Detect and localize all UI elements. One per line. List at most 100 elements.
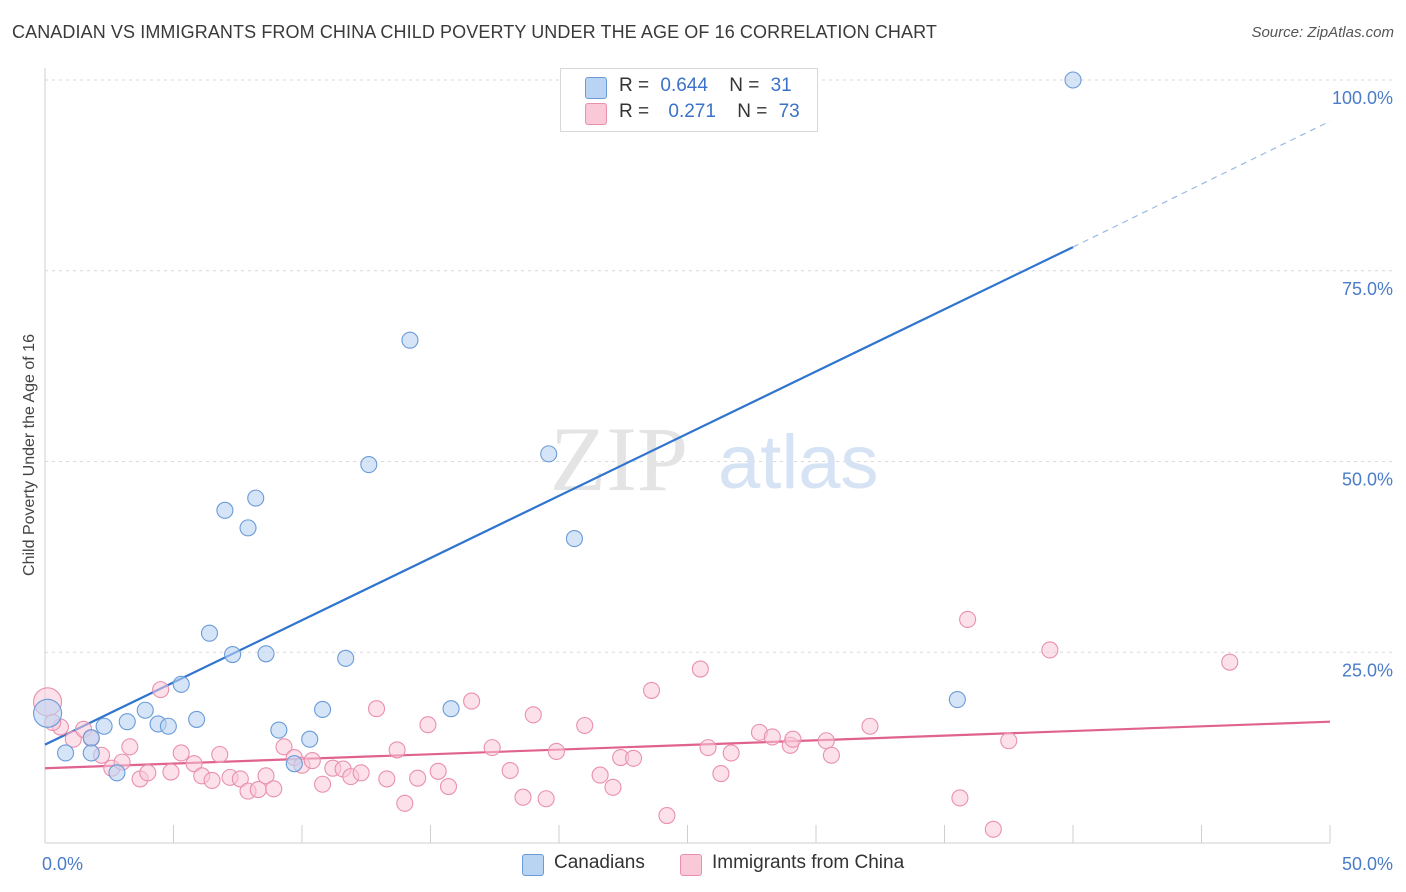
y-tick-label: 100.0% (1332, 88, 1393, 108)
data-point-china (275, 738, 293, 756)
data-point-china (959, 610, 977, 628)
chart-title: CANADIAN VS IMMIGRANTS FROM CHINA CHILD … (12, 22, 937, 42)
data-point-china (388, 741, 406, 759)
data-point-china (547, 742, 565, 760)
data-point-canadians (565, 530, 583, 548)
data-point-china (211, 745, 229, 764)
data-point-canadians (95, 717, 113, 735)
data-point-china (257, 767, 275, 785)
data-point-china (501, 761, 519, 780)
data-point-china (712, 765, 730, 783)
data-point-canadians (136, 701, 154, 719)
data-point-china (185, 755, 203, 773)
data-point-canadians (108, 764, 126, 782)
data-point-canadians (257, 645, 275, 663)
watermark-atlas: atlas (718, 420, 879, 505)
legend-label-china: Immigrants from China (712, 852, 905, 873)
y-axis-label: Child Poverty Under the Age of 16 (21, 334, 38, 576)
trend-line-canadians-extension (1072, 120, 1331, 248)
trend-line-canadians (44, 246, 1074, 746)
data-point-china (483, 739, 501, 757)
data-point-china (409, 769, 427, 787)
legend-swatch-canadians (522, 854, 544, 876)
data-point-canadians (401, 331, 419, 349)
points-immigrants-from-china (33, 610, 1239, 838)
data-point-china (951, 789, 969, 807)
data-point-canadians (1064, 71, 1082, 89)
legend-n-value-china: 73 (778, 101, 800, 122)
data-point-china (265, 780, 283, 798)
grid-lines (45, 79, 1392, 653)
data-point-china (817, 732, 835, 750)
data-point-china (1000, 732, 1018, 750)
data-point-china (152, 681, 170, 699)
data-point-canadians (239, 519, 257, 537)
data-point-canadians (57, 744, 75, 762)
data-point-china (591, 766, 609, 784)
data-point-china (784, 730, 802, 748)
data-point-canadians (172, 675, 190, 693)
legend-r-value-china: 0.271 (668, 101, 716, 122)
data-point-china (604, 778, 622, 796)
data-point-canadians (188, 710, 206, 728)
legend-swatch-canadians (585, 77, 607, 99)
source-credit: Source: ZipAtlas.com (1251, 24, 1394, 41)
data-point-china (658, 806, 676, 825)
legend-swatch-china (680, 854, 702, 876)
data-point-china (429, 762, 447, 780)
data-point-canadians (33, 698, 63, 728)
data-point-china (303, 752, 321, 770)
data-point-canadians (216, 501, 234, 519)
data-point-china (524, 706, 542, 724)
legend-swatch-china (585, 103, 607, 125)
data-point-china (763, 728, 781, 746)
data-point-china (624, 749, 643, 767)
legend-r-label: R = (619, 75, 650, 96)
data-point-canadians (82, 744, 100, 762)
data-point-china (396, 794, 414, 812)
data-point-china (1221, 653, 1239, 671)
watermark-zip: ZIP (550, 408, 688, 510)
data-point-china (231, 770, 249, 788)
data-point-china (699, 739, 717, 757)
data-point-china (139, 764, 157, 782)
y-tick-label: 25.0% (1342, 660, 1393, 680)
tick-labels: 25.0% 50.0% 75.0% 100.0% 0.0% 50.0% (42, 88, 1393, 874)
data-point-china (419, 716, 437, 734)
trend-line-china (44, 720, 1331, 770)
data-point-canadians (301, 730, 319, 748)
data-point-china (463, 692, 481, 710)
data-point-canadians (82, 729, 100, 747)
data-point-canadians (224, 645, 242, 664)
x-tick-label: 0.0% (42, 854, 83, 874)
trend-lines (44, 120, 1331, 770)
data-point-china (984, 820, 1002, 838)
data-point-china (162, 763, 180, 781)
data-point-canadians (442, 700, 460, 718)
legend-n-label: N = (729, 75, 760, 96)
data-point-china (121, 738, 139, 756)
y-tick-label: 50.0% (1342, 470, 1393, 490)
legend-n-label: N = (737, 101, 768, 122)
data-point-china (203, 771, 221, 789)
data-point-china (378, 770, 396, 788)
data-point-canadians (314, 700, 332, 719)
data-point-canadians (948, 691, 966, 709)
correlation-legend: R = 0.644 N = 31 R = 0.271 N = 73 (560, 68, 818, 132)
data-point-china (537, 790, 555, 808)
series-legend: Canadians Immigrants from China (0, 852, 1406, 876)
data-point-canadians (159, 717, 177, 735)
legend-r-label: R = (619, 101, 650, 122)
data-point-china (642, 681, 661, 699)
data-point-china (172, 744, 190, 762)
data-point-canadians (337, 649, 355, 667)
y-tick-label: 75.0% (1342, 279, 1393, 299)
x-tick-label: 50.0% (1342, 854, 1393, 874)
data-point-canadians (285, 755, 303, 773)
data-point-china (514, 788, 532, 806)
data-point-china (722, 744, 740, 762)
data-point-canadians (200, 624, 219, 642)
data-point-china (822, 746, 840, 764)
data-point-china (1041, 641, 1059, 659)
